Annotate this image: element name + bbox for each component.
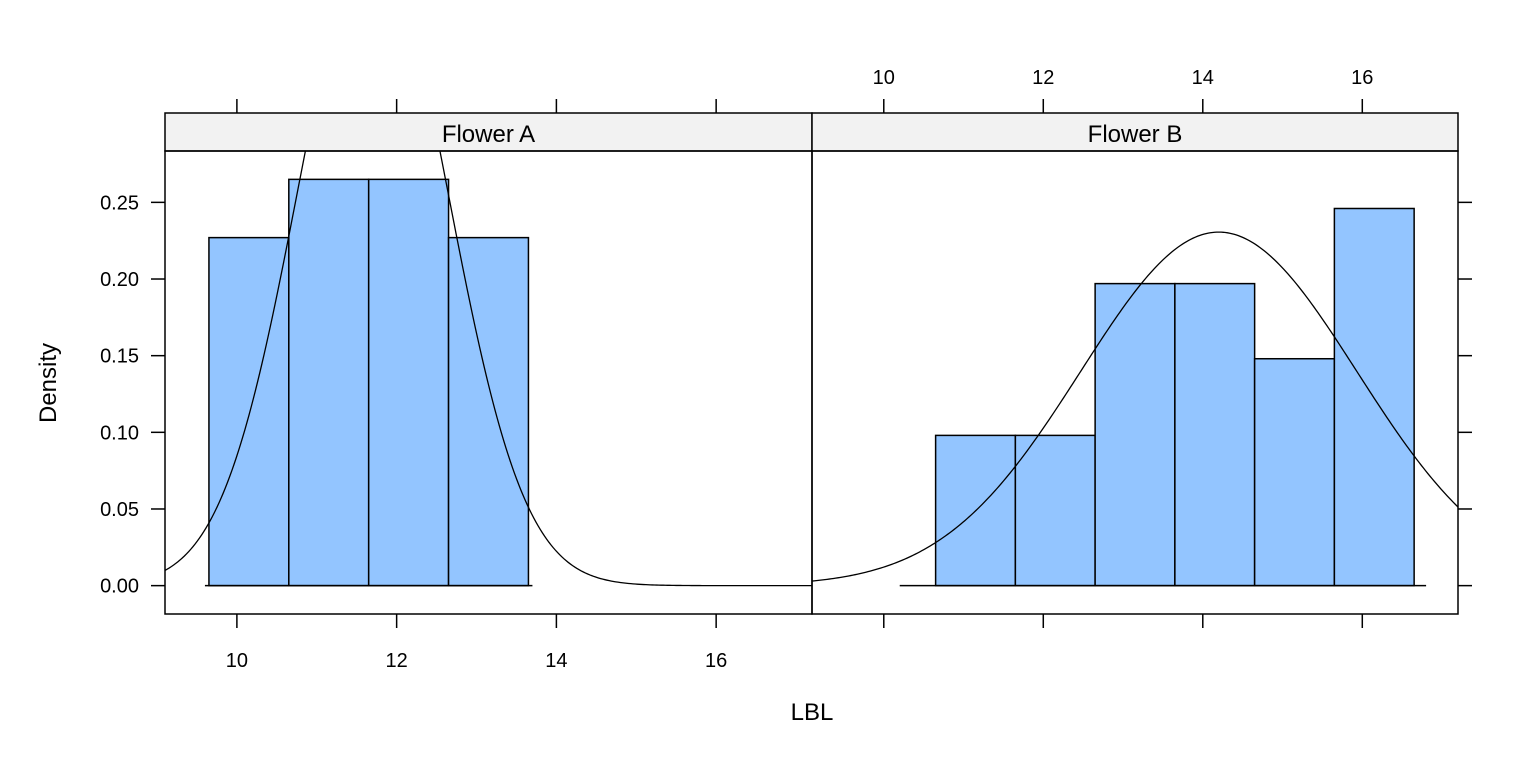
panels-layer: Flower A Flower B	[164, 112, 1459, 615]
density-curve	[165, 151, 812, 587]
x-tick-label-top: 12	[1032, 67, 1054, 89]
panel-1-plot	[165, 151, 812, 587]
y-tick-label: 0.20	[100, 269, 139, 291]
y-tick-label: 0.10	[100, 422, 139, 444]
x-tick-label: 14	[545, 650, 567, 672]
x-tick-label-top: 10	[873, 67, 895, 89]
x-tick-label-top: 14	[1192, 67, 1214, 89]
histogram-bar	[1014, 434, 1096, 587]
x-tick-label-top: 16	[1351, 67, 1373, 89]
x-axis-title: LBL	[791, 699, 834, 726]
histogram-bar	[288, 178, 370, 587]
density-curve	[812, 231, 1458, 582]
histogram-bar	[208, 236, 290, 587]
x-tick-label: 16	[705, 650, 727, 672]
histogram-bar	[1333, 207, 1415, 587]
y-tick-label: 0.25	[100, 192, 139, 214]
panel-border	[811, 150, 1459, 615]
axes-layer: 10 12 14 16 10 12 14 16 0.00 0.05 0.10 0.15 0.20 0.25	[100, 67, 1472, 672]
histogram-bar	[1094, 282, 1176, 587]
y-tick-label: 0.00	[100, 576, 139, 598]
x-tick-label: 12	[386, 650, 408, 672]
histogram-bar	[447, 236, 530, 587]
y-tick-label: 0.05	[100, 499, 139, 521]
y-axis-title: Density	[35, 343, 62, 423]
panel-strip	[164, 112, 813, 152]
histogram-bar	[367, 178, 450, 587]
panel-strip-label: Flower A	[442, 121, 535, 148]
panel-strip	[811, 112, 1459, 152]
histogram-bar	[1253, 357, 1336, 587]
y-tick-label: 0.15	[100, 346, 139, 368]
histogram-bar	[1174, 282, 1256, 587]
panel-strip-label: Flower B	[1088, 121, 1183, 148]
x-tick-label: 10	[226, 650, 248, 672]
panel-2-plot	[812, 207, 1458, 587]
